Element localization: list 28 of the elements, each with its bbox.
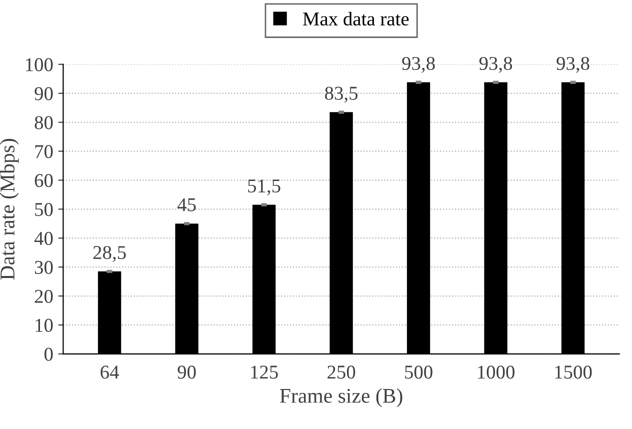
x-tick-label: 64 — [100, 366, 119, 379]
data-label: 93,8 — [479, 56, 512, 73]
data-label: 28,5 — [93, 246, 126, 262]
y-tick-label: 50 — [35, 202, 53, 216]
x-tick-label: 250 — [328, 366, 356, 379]
y-tick-label: 90 — [34, 87, 53, 100]
data-label: 51,5 — [248, 179, 280, 196]
x-axis-title: Frame size (B) — [280, 388, 402, 408]
x-tick-label: 500 — [405, 366, 432, 379]
y-tick-label: 30 — [34, 260, 53, 274]
legend-label: Max data rate — [302, 12, 409, 26]
data-label: 45 — [177, 198, 196, 212]
x-tick-label: 125 — [251, 366, 278, 379]
y-tick-label: 70 — [35, 145, 53, 158]
y-tick-label: 60 — [34, 174, 53, 188]
y-tick-label: 0 — [44, 348, 53, 361]
y-tick-label: 10 — [36, 318, 53, 332]
y-tick-label: 20 — [34, 290, 53, 303]
y-axis-title: Data rate (Mbps) — [0, 138, 19, 280]
y-tick-label: 80 — [34, 116, 53, 130]
x-tick-label: 90 — [178, 366, 196, 379]
data-label: 83,5 — [325, 86, 358, 103]
data-label: 93,8 — [402, 56, 435, 73]
data-label: 93,8 — [556, 56, 590, 73]
y-tick-label: 100 — [26, 58, 53, 72]
x-tick-label: 1000 — [478, 366, 514, 379]
y-tick-label: 40 — [34, 232, 53, 246]
x-tick-label: 1500 — [555, 366, 592, 379]
